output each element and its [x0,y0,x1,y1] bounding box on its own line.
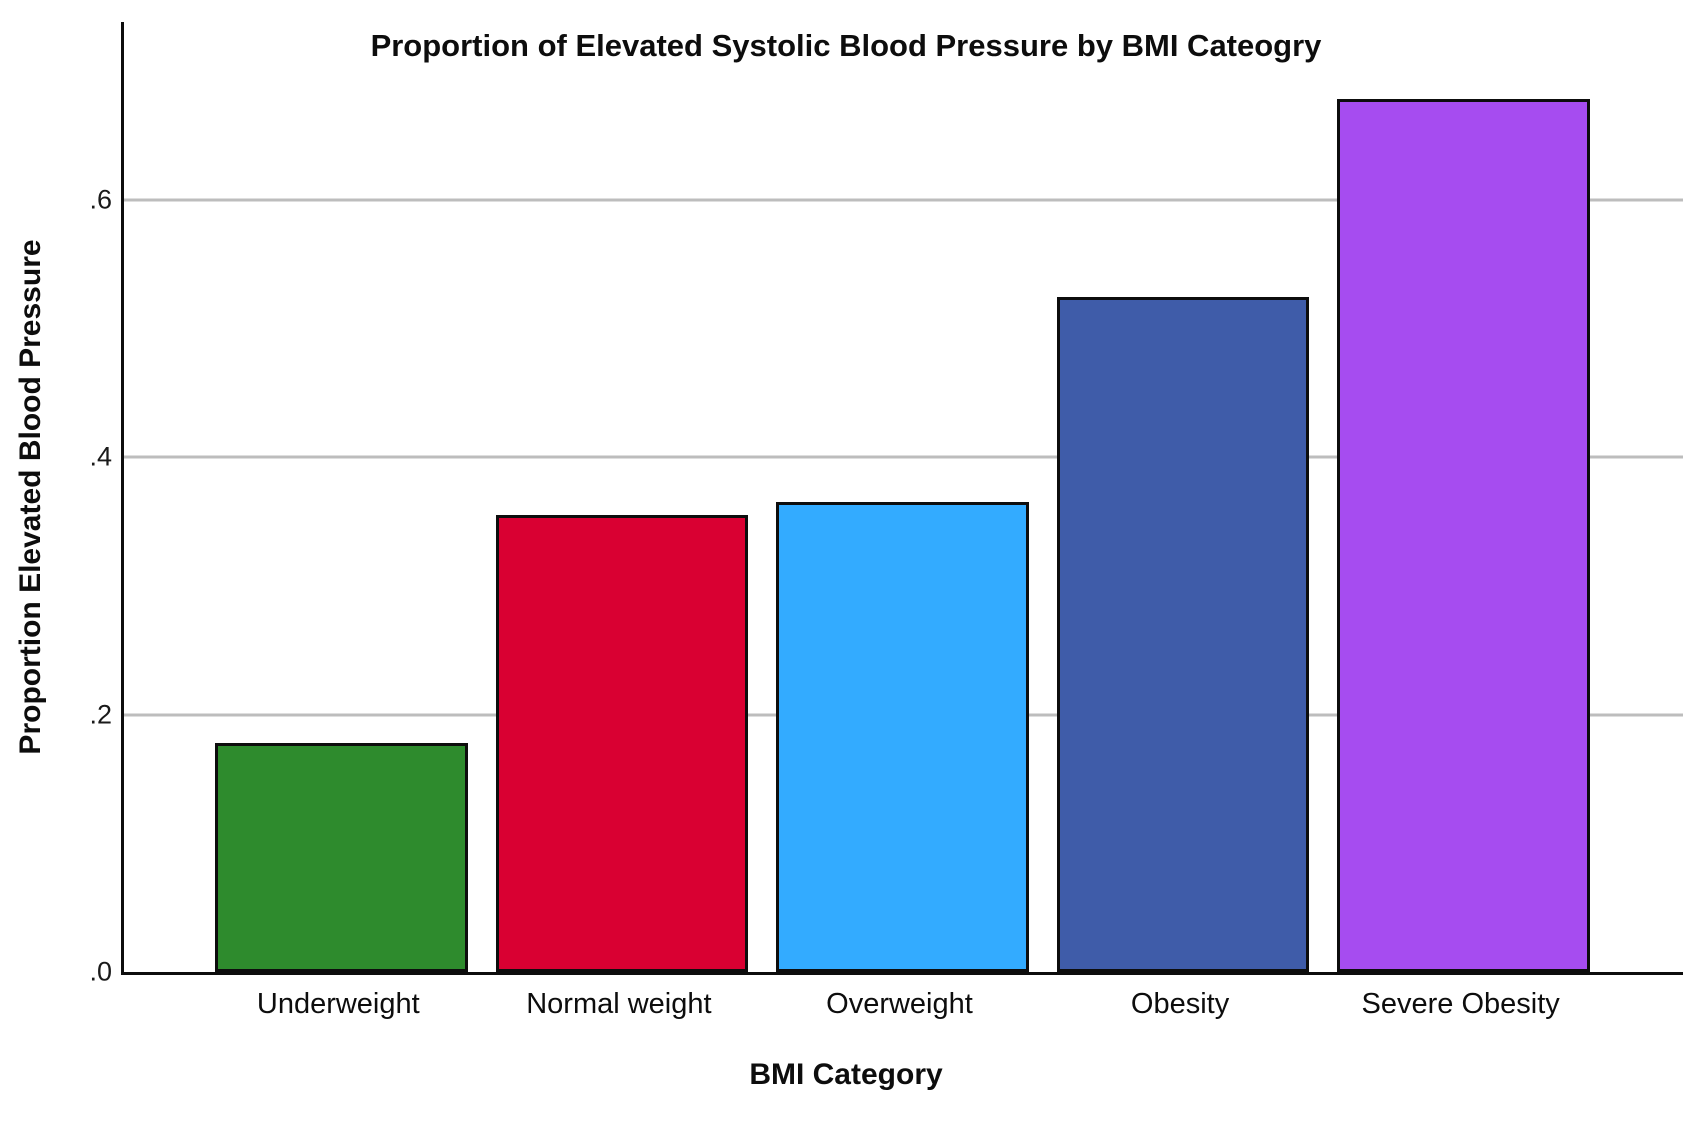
plot-area: .0 .2 .4 .6 [89,22,1683,987]
y-tick-label-.4: .4 [89,441,112,472]
bar-underweight [215,742,468,972]
bars-layer [124,22,1683,972]
x-axis-title: BMI Category [749,1058,943,1091]
x-category-label-normal-weight: Normal weight [526,988,712,1020]
chart-title: Proportion of Elevated Systolic Blood Pr… [370,28,1322,63]
x-category-labels: Underweight Normal weight Overweight Obesit… [121,988,1680,1021]
bar-obesity [1056,297,1310,972]
y-tick-label-.0: .0 [89,956,112,987]
bar-severe-obesity [1337,99,1590,972]
x-category-label-severe-obesity: Severe Obesity [1361,988,1560,1020]
y-tick-label-.2: .2 [89,699,112,730]
gridline-.6 [124,198,1683,202]
bar-overweight [776,502,1029,972]
y-axis-title: Proportion Elevated Blood Pressure [14,239,47,755]
bar-normal-weight [495,515,749,972]
x-category-label-overweight: Overweight [826,988,973,1020]
y-tick-label-.6: .6 [89,184,112,215]
x-category-label-obesity: Obesity [1130,988,1230,1020]
gridline-.4 [124,455,1683,459]
x-category-label-underweight: Underweight [256,988,420,1020]
